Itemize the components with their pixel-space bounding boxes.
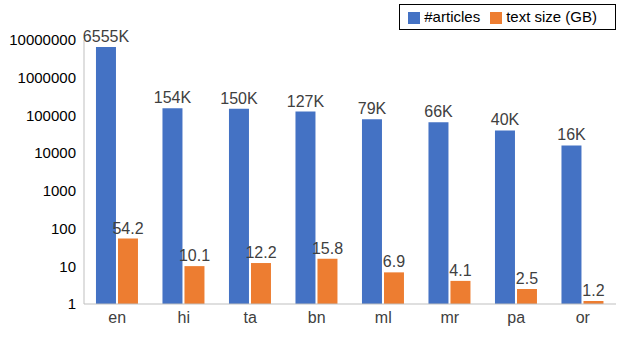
- svg-text:6555K: 6555K: [83, 28, 130, 45]
- svg-text:ta: ta: [244, 309, 257, 326]
- svg-text:or: or: [576, 309, 591, 326]
- svg-text:1000: 1000: [43, 182, 76, 199]
- svg-text:150K: 150K: [220, 90, 258, 107]
- svg-text:ml: ml: [375, 309, 392, 326]
- html-text:#articles: #articles: [424, 8, 481, 25]
- svg-text:bn: bn: [308, 309, 326, 326]
- svg-text:4.1: 4.1: [449, 262, 471, 279]
- svg-text:2.5: 2.5: [516, 270, 538, 287]
- svg-text:1: 1: [68, 295, 76, 312]
- html-text:text size (GB): text size (GB): [506, 8, 597, 25]
- svg-text:hi: hi: [178, 309, 190, 326]
- svg-text:10000000: 10000000: [9, 31, 76, 48]
- svg-text:16K: 16K: [557, 126, 586, 143]
- svg-text:40K: 40K: [491, 111, 520, 128]
- svg-text:154K: 154K: [154, 89, 192, 106]
- svg-text:12.2: 12.2: [245, 244, 276, 261]
- svg-text:6.9: 6.9: [383, 253, 405, 270]
- svg-text:10.1: 10.1: [179, 247, 210, 264]
- svg-text:pa: pa: [507, 309, 525, 326]
- svg-text:66K: 66K: [424, 103, 453, 120]
- svg-text:1.2: 1.2: [582, 282, 604, 299]
- svg-text:mr: mr: [440, 309, 459, 326]
- svg-text:15.8: 15.8: [312, 240, 343, 257]
- svg-text:127K: 127K: [287, 93, 325, 110]
- svg-text:100000: 100000: [26, 107, 76, 124]
- svg-text:en: en: [108, 309, 126, 326]
- svg-text:79K: 79K: [358, 100, 387, 117]
- svg-text:100: 100: [51, 220, 76, 237]
- svg-text:1000000: 1000000: [18, 69, 76, 86]
- svg-text:10000: 10000: [34, 144, 76, 161]
- svg-text:54.2: 54.2: [112, 220, 143, 237]
- svg-text:10: 10: [59, 258, 76, 275]
